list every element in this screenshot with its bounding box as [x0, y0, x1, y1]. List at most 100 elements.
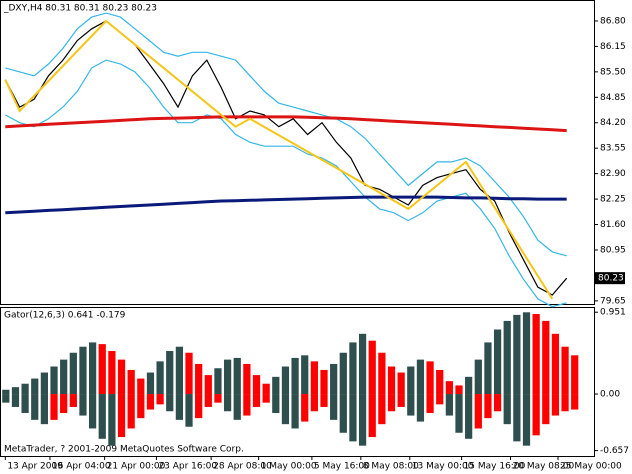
gator-bar [281, 394, 290, 425]
current-price-box [595, 272, 625, 285]
gator-bar [108, 394, 116, 446]
gator-bar [272, 394, 280, 413]
gator-bar [310, 361, 318, 395]
gator-bar [474, 359, 482, 395]
gator-bar [233, 394, 241, 420]
x-tick-label: 15 May 16:00 [464, 462, 526, 472]
gator-bar [426, 394, 434, 413]
gator-bar [127, 369, 135, 395]
gator-bar [50, 366, 58, 395]
gator-bar [561, 394, 569, 412]
current-price-label: 80.23 [598, 274, 624, 284]
gator-bar [252, 394, 261, 407]
price-line [4, 19, 554, 300]
gator-bar [349, 342, 357, 395]
gator-bar [156, 361, 164, 395]
y-tick-label: 84.85 [600, 93, 626, 103]
gator-bar [426, 361, 434, 395]
gator-bar [127, 394, 135, 429]
y-tick-label: 83.55 [600, 144, 626, 154]
gator-bar [513, 394, 521, 442]
gator-bar [330, 394, 338, 420]
gator-bar [69, 352, 77, 395]
gator-bar [291, 357, 299, 395]
x-tick-label: 20 May 08:00 [513, 462, 575, 472]
gator-bar [301, 394, 309, 422]
gator-bar [320, 369, 328, 395]
gator-bar [349, 394, 357, 442]
gator-bar [416, 394, 425, 422]
gator-bar [252, 375, 261, 395]
y-tick-label: 85.50 [600, 67, 626, 77]
gator-bar [31, 378, 39, 395]
gator-bar [513, 314, 521, 395]
gator-bar [185, 394, 193, 427]
gator-bar [465, 394, 473, 439]
gator-bar [11, 387, 20, 395]
gator-bar [117, 394, 126, 438]
gator-bar [117, 359, 126, 395]
gator-bar [503, 320, 511, 395]
gator-bar [571, 355, 579, 395]
y-tick-label: 80.95 [600, 245, 626, 255]
x-tick-label: 13 Apr 2009 [7, 462, 63, 472]
gator-bar [542, 320, 550, 395]
x-tick-label: 23 Apr 16:00 [158, 462, 217, 472]
gator-bar [561, 346, 569, 395]
gator-bar [40, 372, 49, 395]
gator-bar [368, 394, 376, 438]
gator-bar [445, 394, 453, 416]
gator-bar [214, 368, 222, 395]
price-line [5, 195, 567, 215]
gator-bar [21, 383, 29, 395]
gator-bar [503, 394, 511, 425]
gator-bar [166, 394, 174, 412]
x-tick-label: 5 May 16:00 [314, 462, 370, 472]
gator-bar [69, 394, 77, 407]
price-line [4, 20, 568, 296]
gator-bar [455, 385, 463, 395]
gator-bar [493, 329, 502, 395]
gator-bar [378, 352, 386, 395]
gator-bar [291, 394, 299, 429]
gator-bar [108, 351, 116, 395]
gator-bar [522, 394, 531, 446]
gator-bar [31, 394, 39, 420]
gator-bar [195, 394, 203, 419]
gator-bar [204, 394, 212, 407]
gator-bar [484, 342, 492, 395]
gator-bar [185, 352, 193, 395]
gator-bar [175, 394, 183, 420]
gator-bar [455, 394, 463, 433]
x-tick-label: 25 May 00:00 [560, 462, 622, 472]
x-tick-label: 8 May 08:00 [363, 462, 419, 472]
gator-bar [387, 394, 396, 412]
gator-bar [465, 376, 473, 395]
y-tick-label: 81.60 [600, 220, 626, 230]
gator-bar [223, 359, 232, 395]
gator-bar [272, 376, 280, 395]
gator-bar [522, 312, 531, 395]
chart-title: _DXY,H4 80.31 80.31 80.23 80.23 [3, 4, 157, 14]
gator-bar [243, 394, 251, 416]
gator-bar [571, 394, 579, 410]
gator-bar [137, 394, 145, 419]
x-tick-label: 1 May 00:00 [261, 462, 317, 472]
gator-bar [436, 369, 444, 395]
gator-bar [50, 394, 58, 420]
gator-bar [474, 394, 482, 429]
gator-bar [407, 394, 415, 416]
gator-bar [137, 378, 145, 395]
gator-bar [320, 394, 328, 407]
gator-bar [551, 333, 560, 395]
gator-bar [445, 381, 453, 395]
gator-bar [146, 394, 155, 410]
gator-bar [436, 394, 444, 405]
gator-bar [223, 394, 232, 412]
x-tick-label: 13 May 00:00 [412, 462, 474, 472]
gator-bar [378, 394, 386, 425]
gator-bar [551, 394, 560, 416]
gator-bar [2, 389, 10, 395]
y-tick-label: 84.20 [600, 118, 626, 128]
